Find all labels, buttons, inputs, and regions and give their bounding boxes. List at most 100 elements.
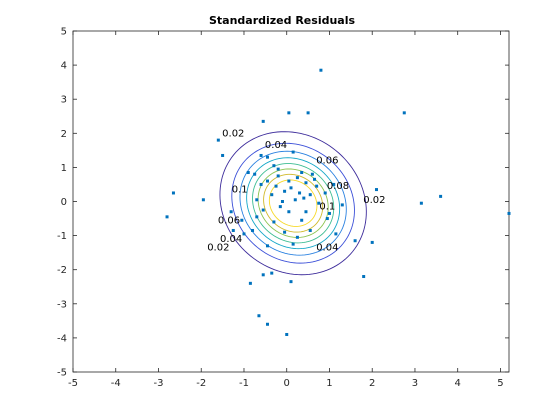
x-tick-label: -1: [239, 378, 249, 389]
data-point: [229, 210, 233, 214]
data-point: [353, 239, 357, 243]
data-point: [340, 203, 344, 207]
contour-labels: 0.020.040.060.080.10.020.040.020.040.060…: [207, 128, 385, 253]
data-point: [272, 164, 276, 168]
data-point: [255, 215, 259, 219]
x-tick-label: 5: [497, 378, 503, 389]
y-tick-label: 1: [61, 163, 67, 174]
data-point: [310, 172, 314, 176]
contour-line-0.1: [252, 163, 335, 244]
y-tick-label: 0: [61, 197, 67, 208]
x-tick-label: 4: [455, 378, 461, 389]
contour-line-0.06: [239, 150, 347, 256]
data-point: [285, 332, 289, 336]
y-axis-ticks: -5 -4 -3 -2 -1 0 1 2 3 4 5: [57, 27, 509, 379]
data-point: [306, 111, 310, 115]
y-tick-label: 2: [61, 129, 67, 140]
contour-label: 0.06: [218, 215, 240, 226]
y-tick-label: -2: [57, 265, 67, 276]
data-point: [283, 230, 287, 234]
contour-label: 0.02: [363, 195, 385, 206]
contour-line-0.12: [257, 168, 329, 238]
data-point: [253, 172, 257, 176]
data-point: [221, 153, 225, 157]
data-point: [289, 280, 293, 284]
contour-label: 0.04: [220, 234, 242, 245]
data-point: [259, 182, 263, 186]
data-point: [291, 150, 295, 154]
data-point: [242, 232, 246, 236]
data-point: [419, 201, 423, 205]
contour-label: 0.06: [316, 156, 338, 167]
data-point: [362, 275, 366, 279]
x-tick-label: 0: [284, 378, 290, 389]
data-point: [291, 242, 295, 246]
contour-label: 0.1: [319, 202, 335, 213]
x-tick-label: 3: [412, 378, 418, 389]
data-point: [334, 232, 338, 236]
data-point: [248, 281, 252, 285]
data-point: [507, 211, 511, 215]
data-point: [231, 228, 235, 232]
chart-title: Standardized Residuals: [209, 14, 356, 27]
data-point: [272, 220, 276, 224]
data-point: [201, 198, 205, 202]
y-tick-label: -3: [57, 299, 67, 310]
contour-label: 0.04: [265, 140, 287, 151]
data-point: [295, 235, 299, 239]
contour-label: 0.02: [222, 128, 244, 139]
data-point: [265, 179, 269, 183]
data-point: [259, 153, 263, 157]
data-point: [300, 171, 304, 175]
data-point: [265, 244, 269, 248]
x-tick-label: -4: [111, 378, 121, 389]
data-point: [289, 186, 293, 190]
data-point: [276, 167, 280, 171]
data-point: [257, 314, 261, 318]
data-point: [171, 191, 175, 195]
data-point: [276, 174, 280, 178]
data-point: [295, 176, 299, 180]
data-point: [261, 119, 265, 123]
x-tick-label: -2: [196, 378, 206, 389]
contour-line-0.02: [219, 131, 367, 276]
data-point: [261, 273, 265, 277]
contour-label: 0.04: [316, 243, 338, 254]
data-point: [255, 198, 259, 202]
x-axis-ticks: -5 -4 -3 -2 -1 0 1 2 3 4 5: [68, 31, 504, 389]
data-point: [283, 189, 287, 193]
contour-label: 0.1: [232, 185, 248, 196]
data-point: [280, 200, 284, 203]
data-point: [265, 155, 269, 159]
data-point: [251, 228, 255, 232]
y-tick-label: 5: [61, 27, 67, 38]
contour-label: 0.02: [207, 243, 229, 254]
contour-line-0.08: [246, 157, 341, 250]
data-point: [274, 184, 278, 188]
data-point: [304, 181, 308, 185]
y-tick-label: -1: [57, 231, 67, 242]
x-tick-label: -5: [68, 378, 78, 389]
data-point: [327, 211, 331, 215]
data-point: [319, 68, 323, 72]
data-point: [270, 193, 274, 197]
data-point: [293, 198, 297, 202]
data-point: [374, 188, 378, 192]
data-point: [261, 208, 265, 212]
data-point: [278, 205, 282, 209]
y-tick-label: -4: [57, 333, 67, 344]
x-tick-label: -3: [153, 378, 163, 389]
data-point: [308, 228, 312, 232]
data-point: [240, 218, 244, 222]
data-point: [308, 193, 312, 197]
contour-line-0.04: [231, 142, 355, 264]
axes-box: [72, 30, 510, 373]
x-tick-label: 1: [326, 378, 332, 389]
data-point: [315, 184, 319, 188]
data-point: [265, 322, 269, 326]
data-point: [298, 191, 302, 195]
y-tick-label: 3: [61, 95, 67, 106]
data-point: [165, 215, 169, 219]
data-point: [439, 194, 443, 198]
